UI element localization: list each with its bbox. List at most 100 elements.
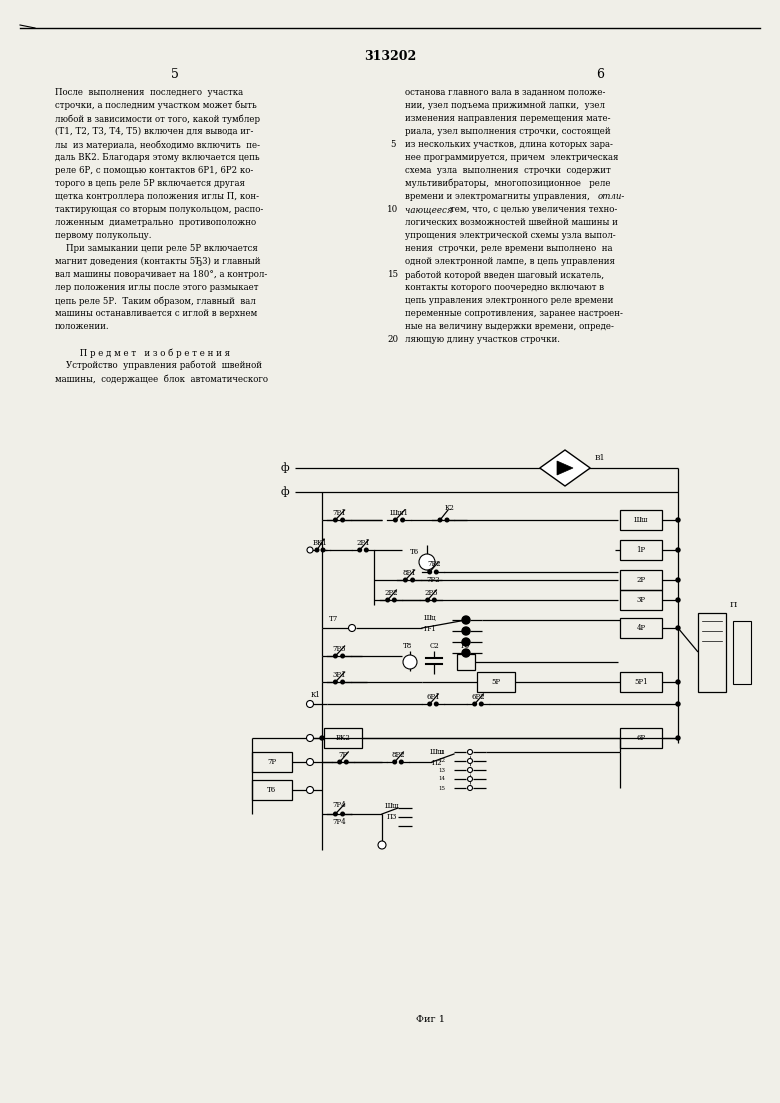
Text: 3Р: 3Р xyxy=(636,596,646,604)
Text: П3: П3 xyxy=(387,813,397,821)
Text: Шц: Шц xyxy=(424,614,436,622)
Circle shape xyxy=(386,598,389,602)
Text: одной электронной лампе, в цепь управления: одной электронной лампе, в цепь управлен… xyxy=(405,257,615,266)
Text: ВК1: ВК1 xyxy=(313,539,328,547)
Text: П-1: П-1 xyxy=(424,625,437,633)
Circle shape xyxy=(676,736,680,740)
Text: машины останавливается с иглой в верхнем: машины останавливается с иглой в верхнем xyxy=(55,309,257,318)
Text: 2Р2: 2Р2 xyxy=(385,589,398,597)
Text: 10: 10 xyxy=(388,205,399,214)
Bar xyxy=(733,621,751,684)
Text: ные на величину выдержки времени, опреде-: ные на величину выдержки времени, опреде… xyxy=(405,322,614,331)
Text: 12: 12 xyxy=(438,759,445,763)
Text: 2Р: 2Р xyxy=(636,576,646,583)
Circle shape xyxy=(341,681,345,684)
Circle shape xyxy=(411,578,414,581)
Circle shape xyxy=(315,548,319,552)
Text: любой в зависимости от того, какой тумблер: любой в зависимости от того, какой тумбл… xyxy=(55,114,260,124)
Circle shape xyxy=(349,624,356,632)
Circle shape xyxy=(403,578,407,581)
Text: 7Р2: 7Р2 xyxy=(427,560,441,568)
Circle shape xyxy=(445,518,448,522)
Text: тактирующая со вторым полукольцом, распо-: тактирующая со вторым полукольцом, распо… xyxy=(55,205,264,214)
Circle shape xyxy=(307,786,314,793)
Text: цепь управления электронного реле времени: цепь управления электронного реле времен… xyxy=(405,296,613,306)
Bar xyxy=(620,618,662,638)
Text: 7Р2: 7Р2 xyxy=(426,576,440,583)
Bar xyxy=(620,570,662,590)
Circle shape xyxy=(345,760,348,763)
Text: логических возможностей швейной машины и: логических возможностей швейной машины и xyxy=(405,218,618,227)
Circle shape xyxy=(364,548,368,552)
Text: П2: П2 xyxy=(432,759,442,767)
Circle shape xyxy=(338,760,342,763)
Text: риала, узел выполнения строчки, состоящей: риала, узел выполнения строчки, состояще… xyxy=(405,127,611,136)
Text: машины,  содержащее  блок  автоматического: машины, содержащее блок автоматического xyxy=(55,374,268,384)
Text: 5: 5 xyxy=(171,68,179,81)
Text: 13: 13 xyxy=(438,768,445,772)
Text: Фиг 1: Фиг 1 xyxy=(416,1016,445,1025)
Circle shape xyxy=(676,598,680,602)
Text: упрощения электрической схемы узла выпол-: упрощения электрической схемы узла выпол… xyxy=(405,231,615,240)
Circle shape xyxy=(358,548,361,552)
Circle shape xyxy=(334,681,337,684)
Circle shape xyxy=(676,681,680,684)
Bar xyxy=(457,654,475,670)
Circle shape xyxy=(480,703,483,706)
Text: ВК2: ВК2 xyxy=(335,733,350,742)
Text: Т6: Т6 xyxy=(410,548,420,556)
Text: 5: 5 xyxy=(390,140,395,149)
Text: 7Р3: 7Р3 xyxy=(332,645,346,653)
Circle shape xyxy=(392,598,396,602)
Circle shape xyxy=(341,654,345,657)
Circle shape xyxy=(399,760,403,763)
Circle shape xyxy=(320,736,324,740)
Circle shape xyxy=(434,703,438,706)
Circle shape xyxy=(428,570,431,574)
Text: 8Р1: 8Р1 xyxy=(402,569,416,577)
Circle shape xyxy=(676,702,680,706)
Circle shape xyxy=(676,627,680,630)
Circle shape xyxy=(467,768,473,772)
Text: С2: С2 xyxy=(429,642,439,650)
Text: После  выполнения  последнего  участка: После выполнения последнего участка xyxy=(55,88,243,97)
Circle shape xyxy=(394,518,397,522)
Text: мультивибраторы,  многопозиционное   реле: мультивибраторы, многопозиционное реле xyxy=(405,179,611,189)
Circle shape xyxy=(462,627,470,635)
Circle shape xyxy=(467,759,473,763)
Circle shape xyxy=(341,518,345,522)
Circle shape xyxy=(434,570,438,574)
Circle shape xyxy=(321,548,324,552)
Text: ляющую длину участков строчки.: ляющую длину участков строчки. xyxy=(405,335,560,344)
Text: переменные сопротивления, заранее настроен-: переменные сопротивления, заранее настро… xyxy=(405,309,623,318)
Text: изменения направления перемещения мате-: изменения направления перемещения мате- xyxy=(405,114,611,124)
Text: даль ВК2. Благодаря этому включается цепь: даль ВК2. Благодаря этому включается цеп… xyxy=(55,153,260,162)
Circle shape xyxy=(467,750,473,754)
Circle shape xyxy=(401,518,404,522)
Text: торого в цепь реле 5Р включается другая: торого в цепь реле 5Р включается другая xyxy=(55,179,245,188)
Text: При замыкании цепи реле 5Р включается: При замыкании цепи реле 5Р включается xyxy=(55,244,258,253)
Circle shape xyxy=(403,655,417,670)
Circle shape xyxy=(438,518,441,522)
Text: 7Р1: 7Р1 xyxy=(332,508,346,517)
Text: 7Р: 7Р xyxy=(268,758,277,765)
Circle shape xyxy=(426,598,430,602)
Text: работой которой введен шаговый искатель,: работой которой введен шаговый искатель, xyxy=(405,270,604,279)
Circle shape xyxy=(307,547,313,553)
Text: (Т1, Т2, Т3, Т4, Т5) включен для вывода иг-: (Т1, Т2, Т3, Т4, Т5) включен для вывода … xyxy=(55,127,254,136)
Circle shape xyxy=(307,735,314,741)
Text: 15: 15 xyxy=(388,270,399,279)
Text: 11: 11 xyxy=(438,750,445,754)
Circle shape xyxy=(334,654,337,657)
Text: П р е д м е т   и з о б р е т е н и я: П р е д м е т и з о б р е т е н и я xyxy=(55,349,230,357)
Circle shape xyxy=(419,554,435,570)
Text: 15: 15 xyxy=(438,785,445,791)
Text: 2Р1: 2Р1 xyxy=(356,539,370,547)
Bar xyxy=(620,510,662,531)
Circle shape xyxy=(462,615,470,624)
Text: Т8: Т8 xyxy=(403,642,413,650)
Text: Шш: Шш xyxy=(633,516,648,524)
Text: 6Р: 6Р xyxy=(636,733,646,742)
Text: ложенным  диаметрально  противоположно: ложенным диаметрально противоположно xyxy=(55,218,256,227)
Text: лер положения иглы после этого размыкает: лер положения иглы после этого размыкает xyxy=(55,283,258,292)
